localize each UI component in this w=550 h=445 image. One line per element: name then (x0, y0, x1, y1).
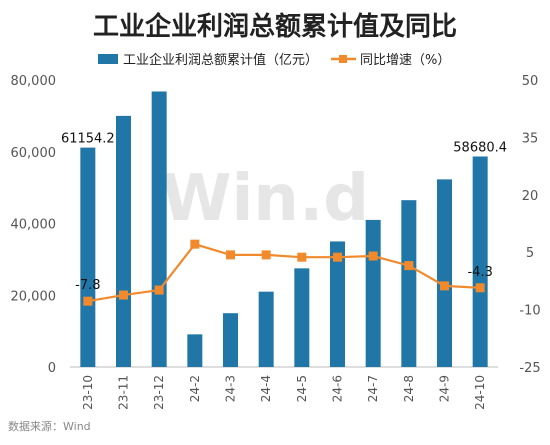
line-point (440, 281, 449, 291)
bar (365, 219, 381, 367)
legend-label-bar: 工业企业利润总额累计值（亿元） (123, 52, 318, 68)
series-line (87, 242, 481, 303)
legend-swatch-bar (98, 54, 118, 64)
line-point (261, 250, 271, 260)
source-note: 数据来源：Wind (8, 419, 91, 433)
bar (187, 334, 203, 367)
x-axis: 23-10 23-11 23-12 24-2 24-3 24-4 24-5 24-6 24-7 2… (81, 375, 487, 410)
line-point (404, 261, 414, 271)
x-tick: 24-6 (331, 375, 345, 402)
legend-swatch-marker (339, 55, 347, 63)
bar (258, 291, 274, 367)
line-point (368, 251, 378, 261)
data-label: -7.8 (75, 278, 100, 293)
line-point (190, 239, 200, 249)
y-axis-left: 0 20,000 40,000 60,000 80,000 (11, 74, 57, 376)
watermark: Win.d (161, 162, 369, 236)
x-tick: 23-11 (117, 375, 131, 410)
y-tick-left: 80,000 (11, 74, 57, 89)
x-tick: 24-7 (366, 375, 380, 402)
line-point (475, 283, 485, 293)
bar-series (80, 91, 488, 367)
x-tick: 24-3 (224, 375, 238, 402)
y-tick-right: 50 (522, 74, 539, 89)
bar (223, 313, 238, 367)
y-tick-right: -10 (519, 304, 540, 319)
line-point (297, 252, 307, 262)
y-tick-left: 40,000 (11, 218, 57, 233)
bar (401, 200, 417, 367)
x-tick: 23-12 (152, 375, 166, 410)
bar (437, 179, 452, 367)
y-tick-right: 20 (522, 189, 539, 204)
x-tick: 24-5 (295, 375, 309, 402)
y-tick-right: 35 (522, 131, 539, 146)
line-point (226, 250, 235, 260)
bar (330, 241, 345, 367)
chart-title: 工业企业利润总额累计值及同比 (93, 11, 457, 42)
bar (80, 147, 96, 367)
y-tick-left: 60,000 (11, 146, 57, 161)
y-axis-right: -25 -10 5 20 35 50 (519, 74, 540, 376)
line-point (333, 252, 342, 262)
line-series (83, 239, 485, 306)
bar (151, 91, 167, 367)
data-labels: 61154.2 58680.4 -7.8 -4.3 (61, 132, 507, 294)
data-label: 61154.2 (61, 132, 115, 147)
legend-label-line: 同比增速（%） (360, 53, 450, 68)
x-tick: 24-2 (188, 375, 202, 402)
x-tick: 23-10 (81, 375, 95, 410)
y-tick-right: 5 (526, 246, 534, 261)
y-tick-left: 20,000 (11, 289, 57, 304)
legend: 工业企业利润总额累计值（亿元） 同比增速（%） (98, 52, 450, 68)
y-tick-right: -25 (519, 361, 540, 376)
data-label: 58680.4 (453, 140, 507, 155)
line-point (119, 290, 128, 300)
bar (116, 115, 131, 367)
x-tick: 24-8 (402, 375, 416, 402)
x-tick: 24-9 (438, 375, 452, 402)
x-tick: 24-10 (473, 375, 487, 410)
x-tick: 24-4 (259, 375, 273, 402)
line-point (83, 296, 93, 306)
y-tick-left: 0 (48, 361, 56, 376)
line-point (154, 285, 164, 295)
bar (294, 268, 310, 367)
data-label: -4.3 (467, 265, 492, 280)
bar (472, 156, 488, 367)
